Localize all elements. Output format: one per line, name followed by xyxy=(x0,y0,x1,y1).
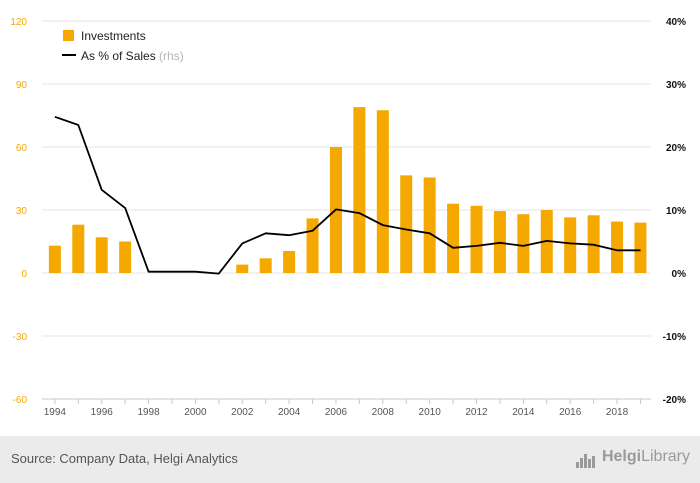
y-left-tick-label: 30 xyxy=(16,206,28,217)
x-tick-label: 2012 xyxy=(465,407,488,418)
x-tick-label: 2006 xyxy=(325,407,348,418)
legend-label-sales-share-name: As % of Sales xyxy=(81,49,156,63)
y-right-tick-label: 10% xyxy=(666,206,686,217)
y-left-tick-label: 90 xyxy=(16,80,28,91)
y-right-tick-label: -20% xyxy=(663,395,686,406)
investments-bars xyxy=(48,107,647,273)
y-left-tick-label: 60 xyxy=(16,143,28,154)
helgi-library-logo: HelgiLibrary xyxy=(575,448,690,468)
x-tick-label: 1998 xyxy=(137,407,160,418)
source-note: Source: Company Data, Helgi Analytics xyxy=(11,451,238,466)
investments-bar xyxy=(119,241,132,273)
y-left-tick-label: 120 xyxy=(10,17,27,28)
legend-label-investments: Investments xyxy=(81,29,146,43)
investments-bar xyxy=(470,205,483,273)
x-tick-label: 2002 xyxy=(231,407,254,418)
investments-bar xyxy=(400,175,413,273)
investments-bar xyxy=(447,203,460,273)
x-tick-label: 2010 xyxy=(419,407,442,418)
y-left-tick-label: -60 xyxy=(13,395,28,406)
investments-bar xyxy=(72,224,85,273)
axes: 120 90 60 30 0 -30 -60 40% 30% 20% 10% 0% -10% -20% 19… xyxy=(10,17,686,418)
investments-bar xyxy=(48,245,61,273)
x-tick-label: 2018 xyxy=(606,407,629,418)
logo-mark-icon xyxy=(575,450,598,468)
investments-bar xyxy=(564,217,577,273)
chart: 120 90 60 30 0 -30 -60 40% 30% 20% 10% 0% -10% -20% 19… xyxy=(10,17,686,418)
x-tick-label: 2014 xyxy=(512,407,535,418)
x-tick-label: 1996 xyxy=(91,407,114,418)
investments-bar xyxy=(353,107,366,273)
legend: Investments As % of Sales (rhs) xyxy=(62,29,184,63)
sales-share-polyline xyxy=(54,115,641,275)
x-tick-label: 2016 xyxy=(559,407,582,418)
y-right-tick-label: 0% xyxy=(672,269,687,280)
y-right-tick-label: 30% xyxy=(666,80,686,91)
y-right-tick-label: 20% xyxy=(666,143,686,154)
investments-bar xyxy=(376,110,389,273)
investments-bar xyxy=(634,222,647,273)
investments-bar xyxy=(611,221,624,273)
x-tick-label: 2008 xyxy=(372,407,395,418)
y-left-tick-label: 0 xyxy=(21,269,27,280)
x-tick-label: 2000 xyxy=(184,407,207,418)
y-right-tick-label: 40% xyxy=(666,17,686,28)
investments-bar xyxy=(283,250,296,273)
y-right-tick-label: -10% xyxy=(663,332,686,343)
logo-text-bold: Helgi xyxy=(601,448,642,465)
investments-bar xyxy=(259,258,272,273)
investments-bar xyxy=(95,237,108,273)
sales-share-line xyxy=(54,115,641,275)
investments-bar xyxy=(517,214,530,273)
investments-bar xyxy=(423,177,436,273)
legend-label-rhs-note: (rhs) xyxy=(159,49,184,63)
x-tick-label: 2004 xyxy=(278,407,301,418)
y-left-tick-label: -30 xyxy=(13,332,28,343)
x-tick-label: 1994 xyxy=(44,407,67,418)
investments-bar xyxy=(236,264,249,273)
legend-label-sales-share: As % of Sales (rhs) xyxy=(81,49,184,63)
grid xyxy=(42,20,651,400)
logo-text-light: Library xyxy=(641,448,690,465)
legend-swatch-investments xyxy=(63,30,74,41)
footer: Source: Company Data, Helgi Analytics He… xyxy=(0,436,700,483)
